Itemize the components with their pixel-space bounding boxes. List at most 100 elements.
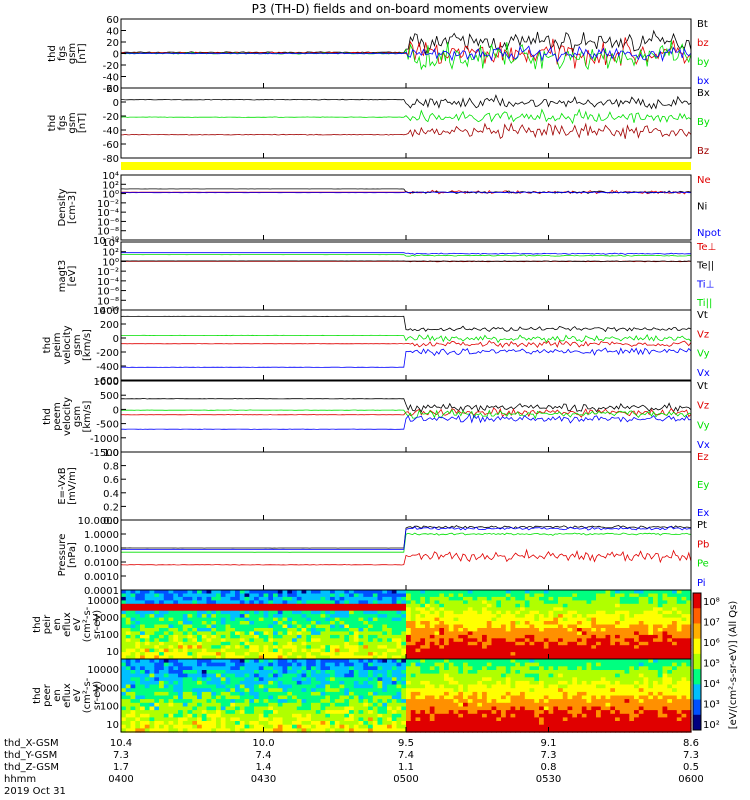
spectrogram-cell (596, 631, 602, 636)
spectrogram-cell (277, 645, 284, 650)
spectrogram-cell (515, 724, 521, 729)
spectrogram-cell (273, 603, 279, 608)
spectrogram-cell (149, 706, 155, 711)
spectrogram-cell (477, 638, 483, 643)
spectrogram-cell (254, 614, 260, 619)
spectrogram-cell (591, 614, 597, 619)
y-tick-label: 10⁻¹⁰ (93, 306, 119, 317)
spectrogram-cell (434, 680, 440, 686)
spectrogram-cell (539, 673, 545, 678)
spectrogram-cell (168, 695, 174, 700)
spectrogram-cell (444, 617, 450, 622)
spectrogram-cell (491, 713, 497, 719)
spectrogram-cell (173, 593, 179, 598)
spectrogram-cell (477, 721, 483, 726)
spectrogram-cell (477, 659, 483, 664)
spectrogram-cell (515, 593, 521, 598)
spectrogram-cell (282, 607, 288, 612)
spectrogram-cell (187, 670, 193, 675)
spectrogram-cell (596, 607, 602, 612)
spectrogram-cell (572, 610, 578, 615)
spectrogram-cell (173, 624, 179, 629)
spectrogram-cell (292, 662, 298, 667)
spectrogram-cell (543, 617, 550, 622)
spectrogram-cell (539, 641, 545, 646)
spectrogram-cell (486, 638, 493, 643)
spectrogram-cell (600, 638, 607, 643)
spectrogram-cell (482, 717, 488, 722)
spectrogram-cell (382, 673, 388, 678)
spectrogram-cell (353, 652, 360, 657)
spectrogram-cell (486, 624, 493, 629)
spectrogram-cell (600, 624, 607, 629)
spectrogram-cell (458, 688, 464, 693)
spectrogram-cell (676, 590, 683, 594)
spectrogram-cell (211, 710, 217, 715)
spectrogram-cell (624, 628, 630, 632)
spectrogram-cell (140, 648, 146, 653)
spectrogram-cell (197, 706, 203, 711)
panel-8: PtPbPePi10.00001.00000.10000.01000.00100… (57, 516, 709, 597)
spectrogram-cell (581, 721, 588, 726)
y-axis-label: Density (57, 188, 68, 226)
spectrogram-cell (244, 702, 250, 708)
spectrogram-cell (420, 659, 426, 664)
spectrogram-cell (524, 614, 531, 619)
panel-frame (120, 241, 692, 311)
spectrogram-cell (505, 628, 512, 632)
spectrogram-cell (368, 673, 374, 678)
spectrogram-cell (325, 610, 331, 615)
spectrogram-cell (334, 638, 341, 643)
spectrogram-cell (491, 645, 497, 650)
spectrogram-cell (453, 638, 459, 643)
spectrogram-cell (591, 617, 597, 622)
spectrogram-cell (225, 688, 231, 693)
spectrogram-cell (667, 603, 673, 608)
spectrogram-cell (425, 641, 431, 646)
spectrogram-cell (258, 677, 265, 682)
spectrogram-cell (163, 717, 170, 722)
spectrogram-cell (586, 593, 592, 598)
spectrogram-cell (273, 614, 279, 619)
spectrogram-cell (425, 634, 431, 639)
spectrogram-cell (216, 617, 222, 622)
spectrogram-cell (410, 724, 417, 729)
spectrogram-cell (415, 680, 421, 686)
spectrogram-cell (434, 691, 440, 697)
spectrogram-cell (453, 603, 459, 608)
spectrogram-cell (254, 590, 260, 594)
spectrogram-cell (273, 691, 279, 697)
spectrogram-cell (140, 645, 146, 650)
spectrogram-cell (477, 617, 483, 622)
spectrogram-cell (619, 680, 626, 686)
spectrogram-cell (558, 607, 564, 612)
spectrogram-cell (315, 717, 322, 722)
y-tick-label: 0 (113, 98, 119, 109)
spectrogram-cell (543, 666, 550, 671)
spectrogram-cell (562, 596, 569, 601)
spectrogram-cell (615, 691, 621, 697)
spectrogram-cell (159, 634, 165, 639)
spectrogram-cell (496, 677, 502, 682)
spectrogram-cell (225, 699, 231, 704)
spectrogram-cell (553, 614, 559, 619)
spectrogram-cell (339, 662, 345, 667)
spectrogram-cell (491, 728, 497, 733)
spectrogram-cell (667, 631, 673, 636)
spectrogram-cell (429, 641, 436, 646)
spectrogram-cell (643, 662, 649, 667)
spectrogram-cell (406, 645, 412, 650)
spectrogram-cell (206, 621, 212, 625)
spectrogram-cell (505, 590, 512, 594)
spectrogram-cell (453, 662, 459, 667)
spectrogram-cell (296, 614, 303, 619)
spectrogram-cell (144, 662, 151, 667)
spectrogram-cell (125, 624, 132, 629)
spectrogram-cell (306, 677, 312, 682)
spectrogram-cell (534, 596, 540, 601)
spectrogram-cell (600, 666, 607, 671)
spectrogram-cell (567, 659, 573, 664)
spectrogram-cell (121, 724, 127, 729)
spectrogram-cell (178, 652, 184, 657)
spectrogram-cell (463, 617, 469, 622)
